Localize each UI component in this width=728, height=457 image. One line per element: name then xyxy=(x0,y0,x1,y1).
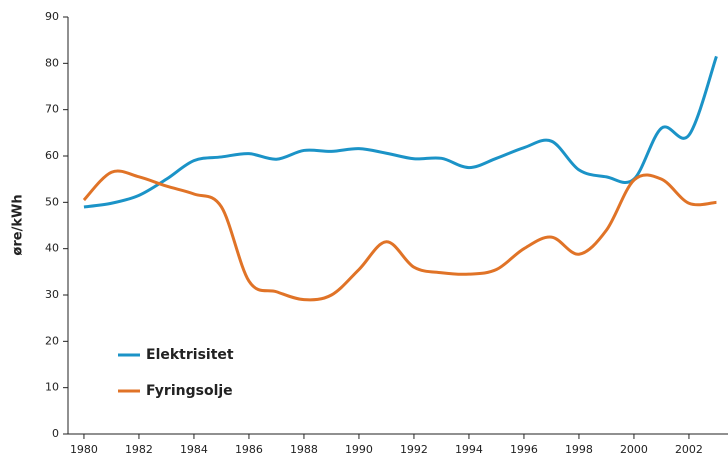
y-tick-label: 0 xyxy=(52,427,59,440)
x-tick-label: 1988 xyxy=(290,443,318,456)
y-tick-label: 40 xyxy=(45,242,59,255)
y-tick-label: 50 xyxy=(45,195,59,208)
x-tick-label: 1986 xyxy=(235,443,263,456)
y-tick-label: 60 xyxy=(45,149,59,162)
y-tick-label: 10 xyxy=(45,381,59,394)
line-series xyxy=(82,169,717,302)
y-tick-label: 30 xyxy=(45,288,59,301)
x-tick-label: 1994 xyxy=(455,443,483,456)
y-tick-label: 80 xyxy=(45,56,59,69)
y-tick-label: 90 xyxy=(45,10,59,23)
legend-label: Elektrisitet xyxy=(146,347,234,363)
x-tick-label: 1990 xyxy=(345,443,373,456)
y-axis-label: øre/kWh xyxy=(11,194,26,255)
legend-label: Fyringsolje xyxy=(146,383,233,399)
x-tick-label: 2000 xyxy=(620,443,648,456)
x-tick-label: 1980 xyxy=(70,443,98,456)
y-tick-label: 20 xyxy=(45,334,59,347)
x-tick-label: 1982 xyxy=(125,443,153,456)
x-tick-label: 1996 xyxy=(510,443,538,456)
y-tick-label: 70 xyxy=(45,103,59,116)
line-series xyxy=(83,55,718,209)
x-tick-label: 2002 xyxy=(675,443,703,456)
x-tick-label: 1984 xyxy=(180,443,208,456)
x-tick-label: 1998 xyxy=(565,443,593,456)
x-tick-label: 1992 xyxy=(400,443,428,456)
